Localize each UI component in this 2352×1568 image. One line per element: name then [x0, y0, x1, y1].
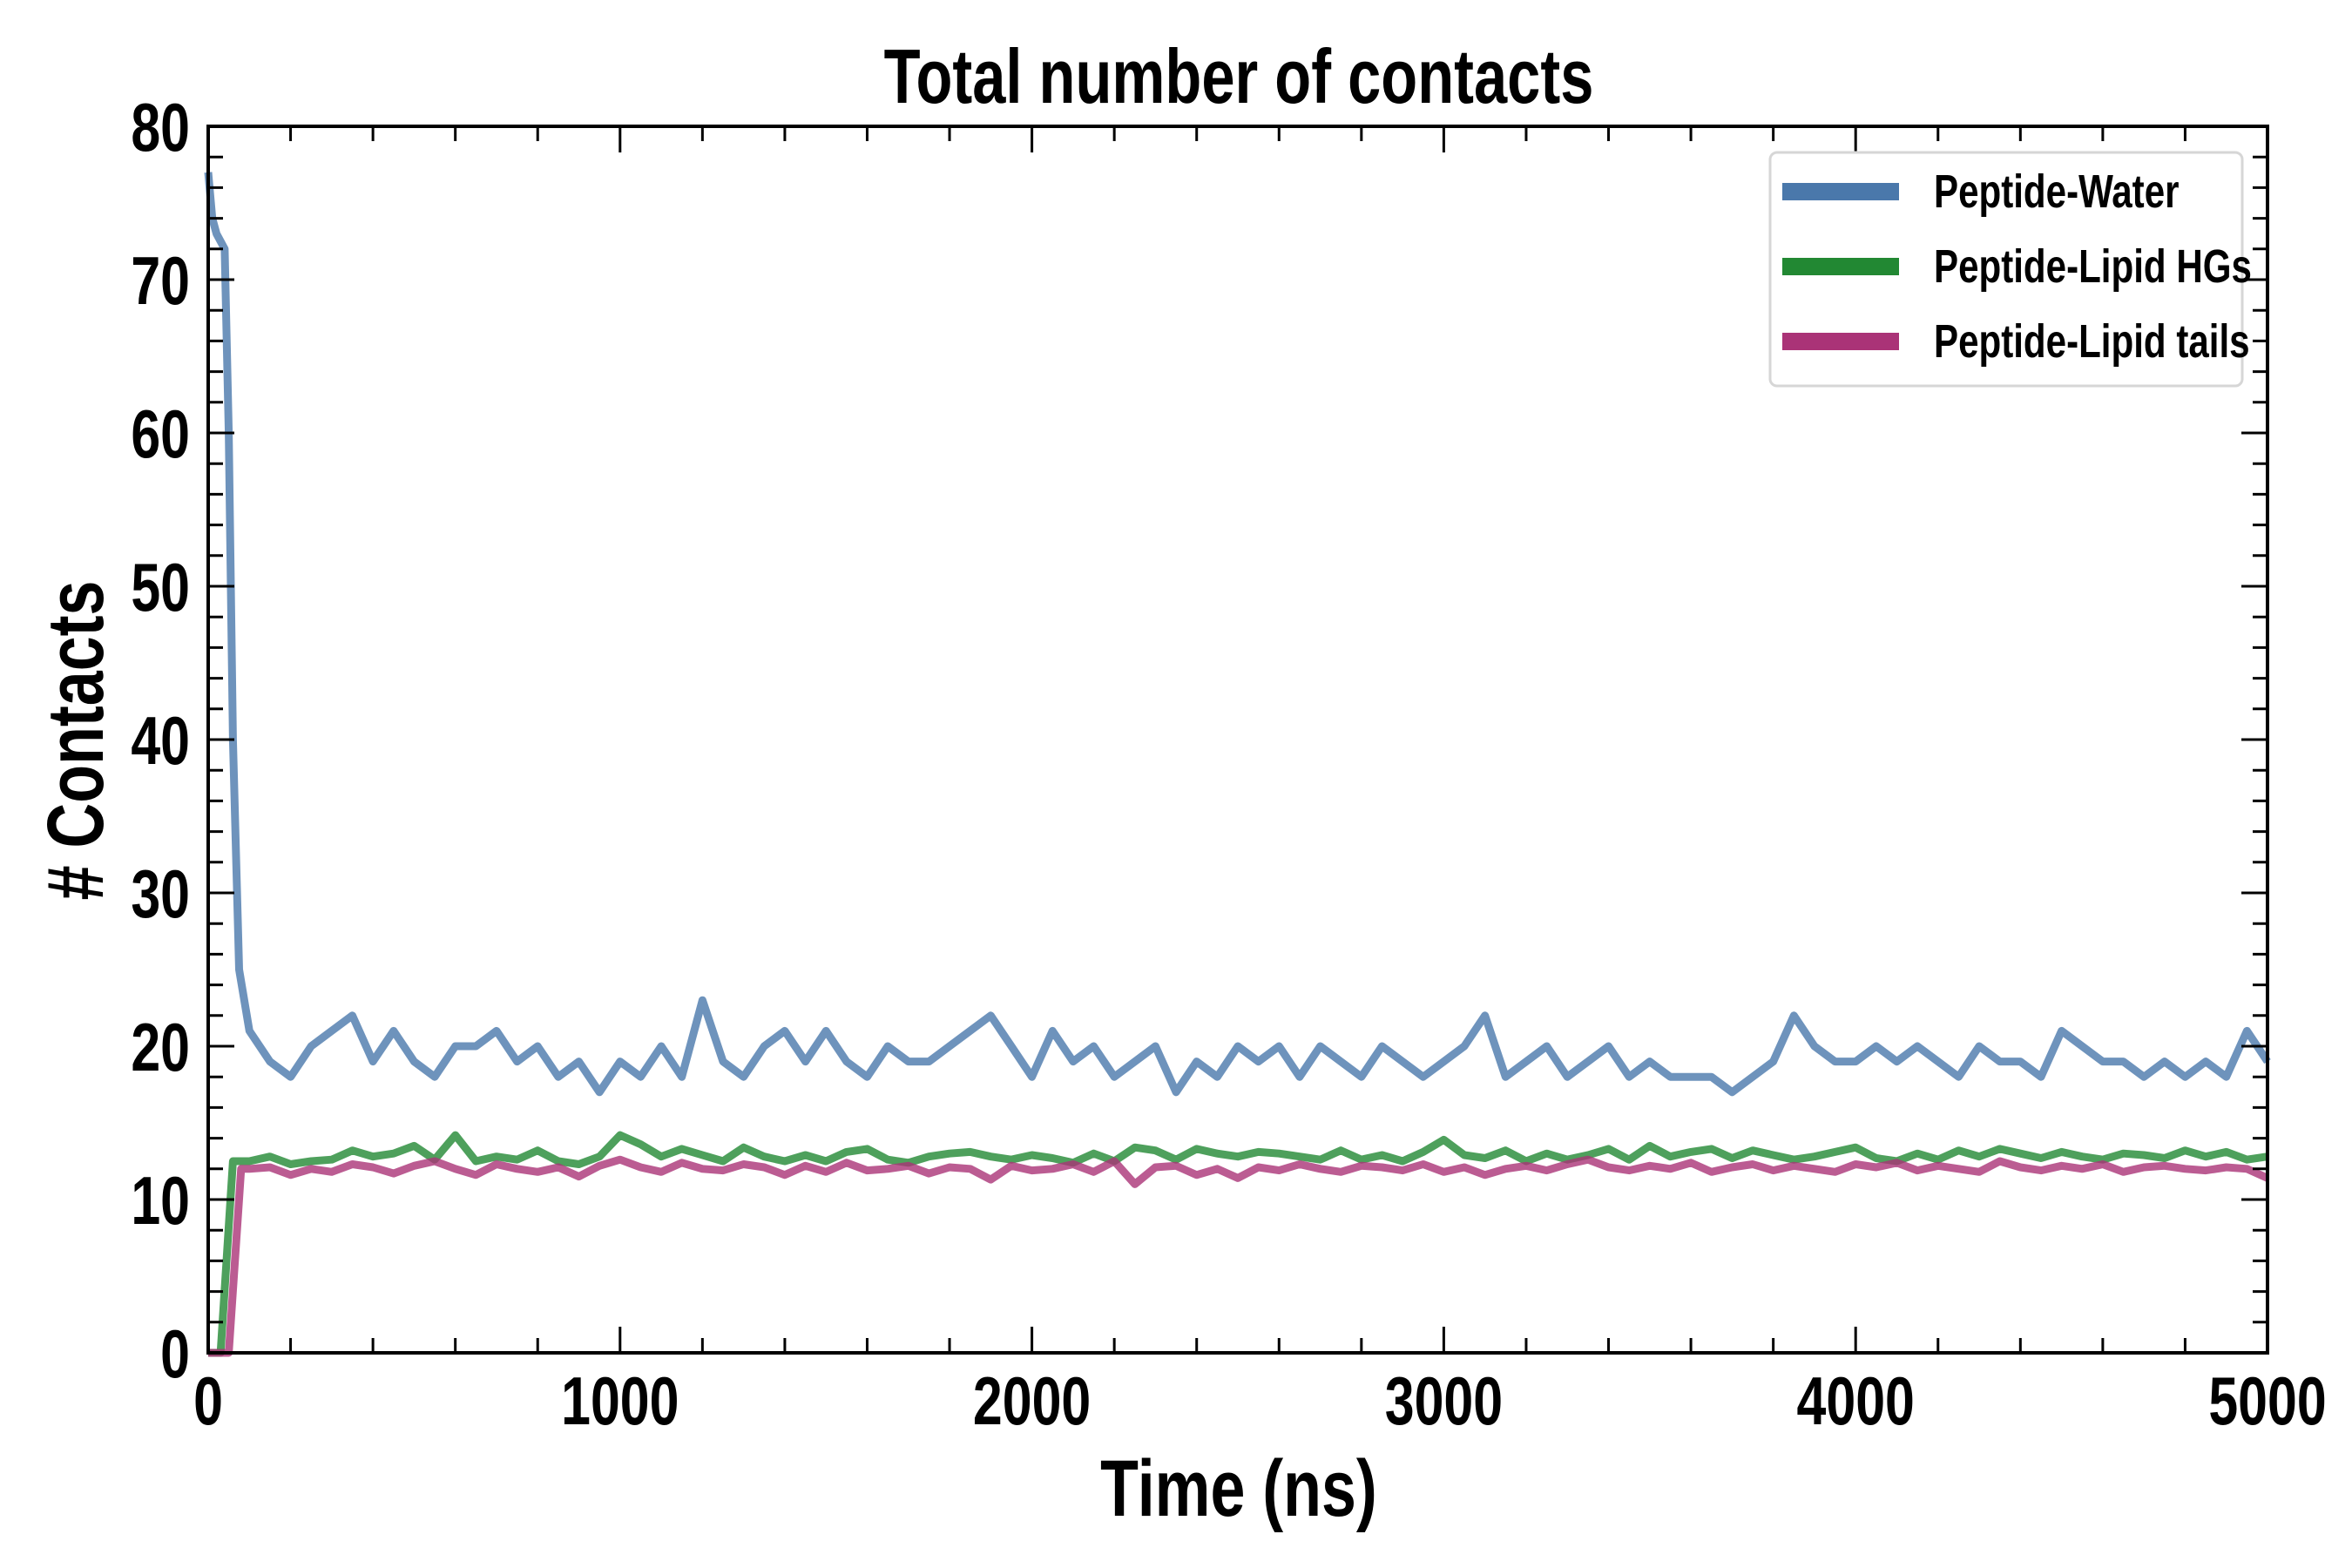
legend-label: Peptide-Lipid tails — [1934, 315, 2250, 368]
y-tick-label: 60 — [131, 396, 190, 472]
legend-swatch — [1782, 333, 1899, 350]
series-lines — [204, 172, 2271, 1357]
y-tick-label: 10 — [131, 1163, 190, 1239]
axis-ticks: 0 1000 2000 3000 4000 5000 0 10 20 30 40 50 60 70 80 — [131, 90, 2326, 1439]
plot-frame — [206, 125, 2269, 1355]
y-tick-label: 80 — [131, 90, 190, 166]
x-tick-label: 4000 — [1797, 1363, 1915, 1439]
y-axis-label: # Contacts — [30, 581, 120, 901]
y-tick-label: 70 — [131, 243, 190, 319]
y-tick-label: 20 — [131, 1010, 190, 1085]
legend: Peptide-Water Peptide-Lipid HGs Peptide-Li… — [1768, 151, 2252, 388]
legend-label: Peptide-Water — [1934, 166, 2180, 218]
legend-label: Peptide-Lipid HGs — [1934, 240, 2252, 293]
x-tick-label: 2000 — [973, 1363, 1091, 1439]
chart-title: Total number of contacts — [884, 34, 1594, 119]
series-line-peptide-lipid-tails — [208, 1155, 2269, 1357]
series-line-peptide-water — [204, 172, 2271, 1097]
x-tick-label: 1000 — [561, 1363, 679, 1439]
x-tick-label: 3000 — [1385, 1363, 1503, 1439]
legend-swatch — [1782, 183, 1899, 200]
series-line-peptide-lipid-hgs — [208, 1131, 2268, 1357]
y-tick-label: 40 — [131, 703, 190, 779]
x-tick-label: 0 — [193, 1363, 223, 1439]
legend-swatch — [1782, 258, 1899, 275]
x-tick-label: 5000 — [2208, 1363, 2326, 1439]
x-axis-label: Time (ns) — [1100, 1443, 1377, 1533]
y-tick-label: 0 — [160, 1316, 190, 1392]
y-tick-label: 50 — [131, 550, 190, 625]
legend-box — [1768, 151, 2244, 388]
y-tick-label: 30 — [131, 856, 190, 932]
